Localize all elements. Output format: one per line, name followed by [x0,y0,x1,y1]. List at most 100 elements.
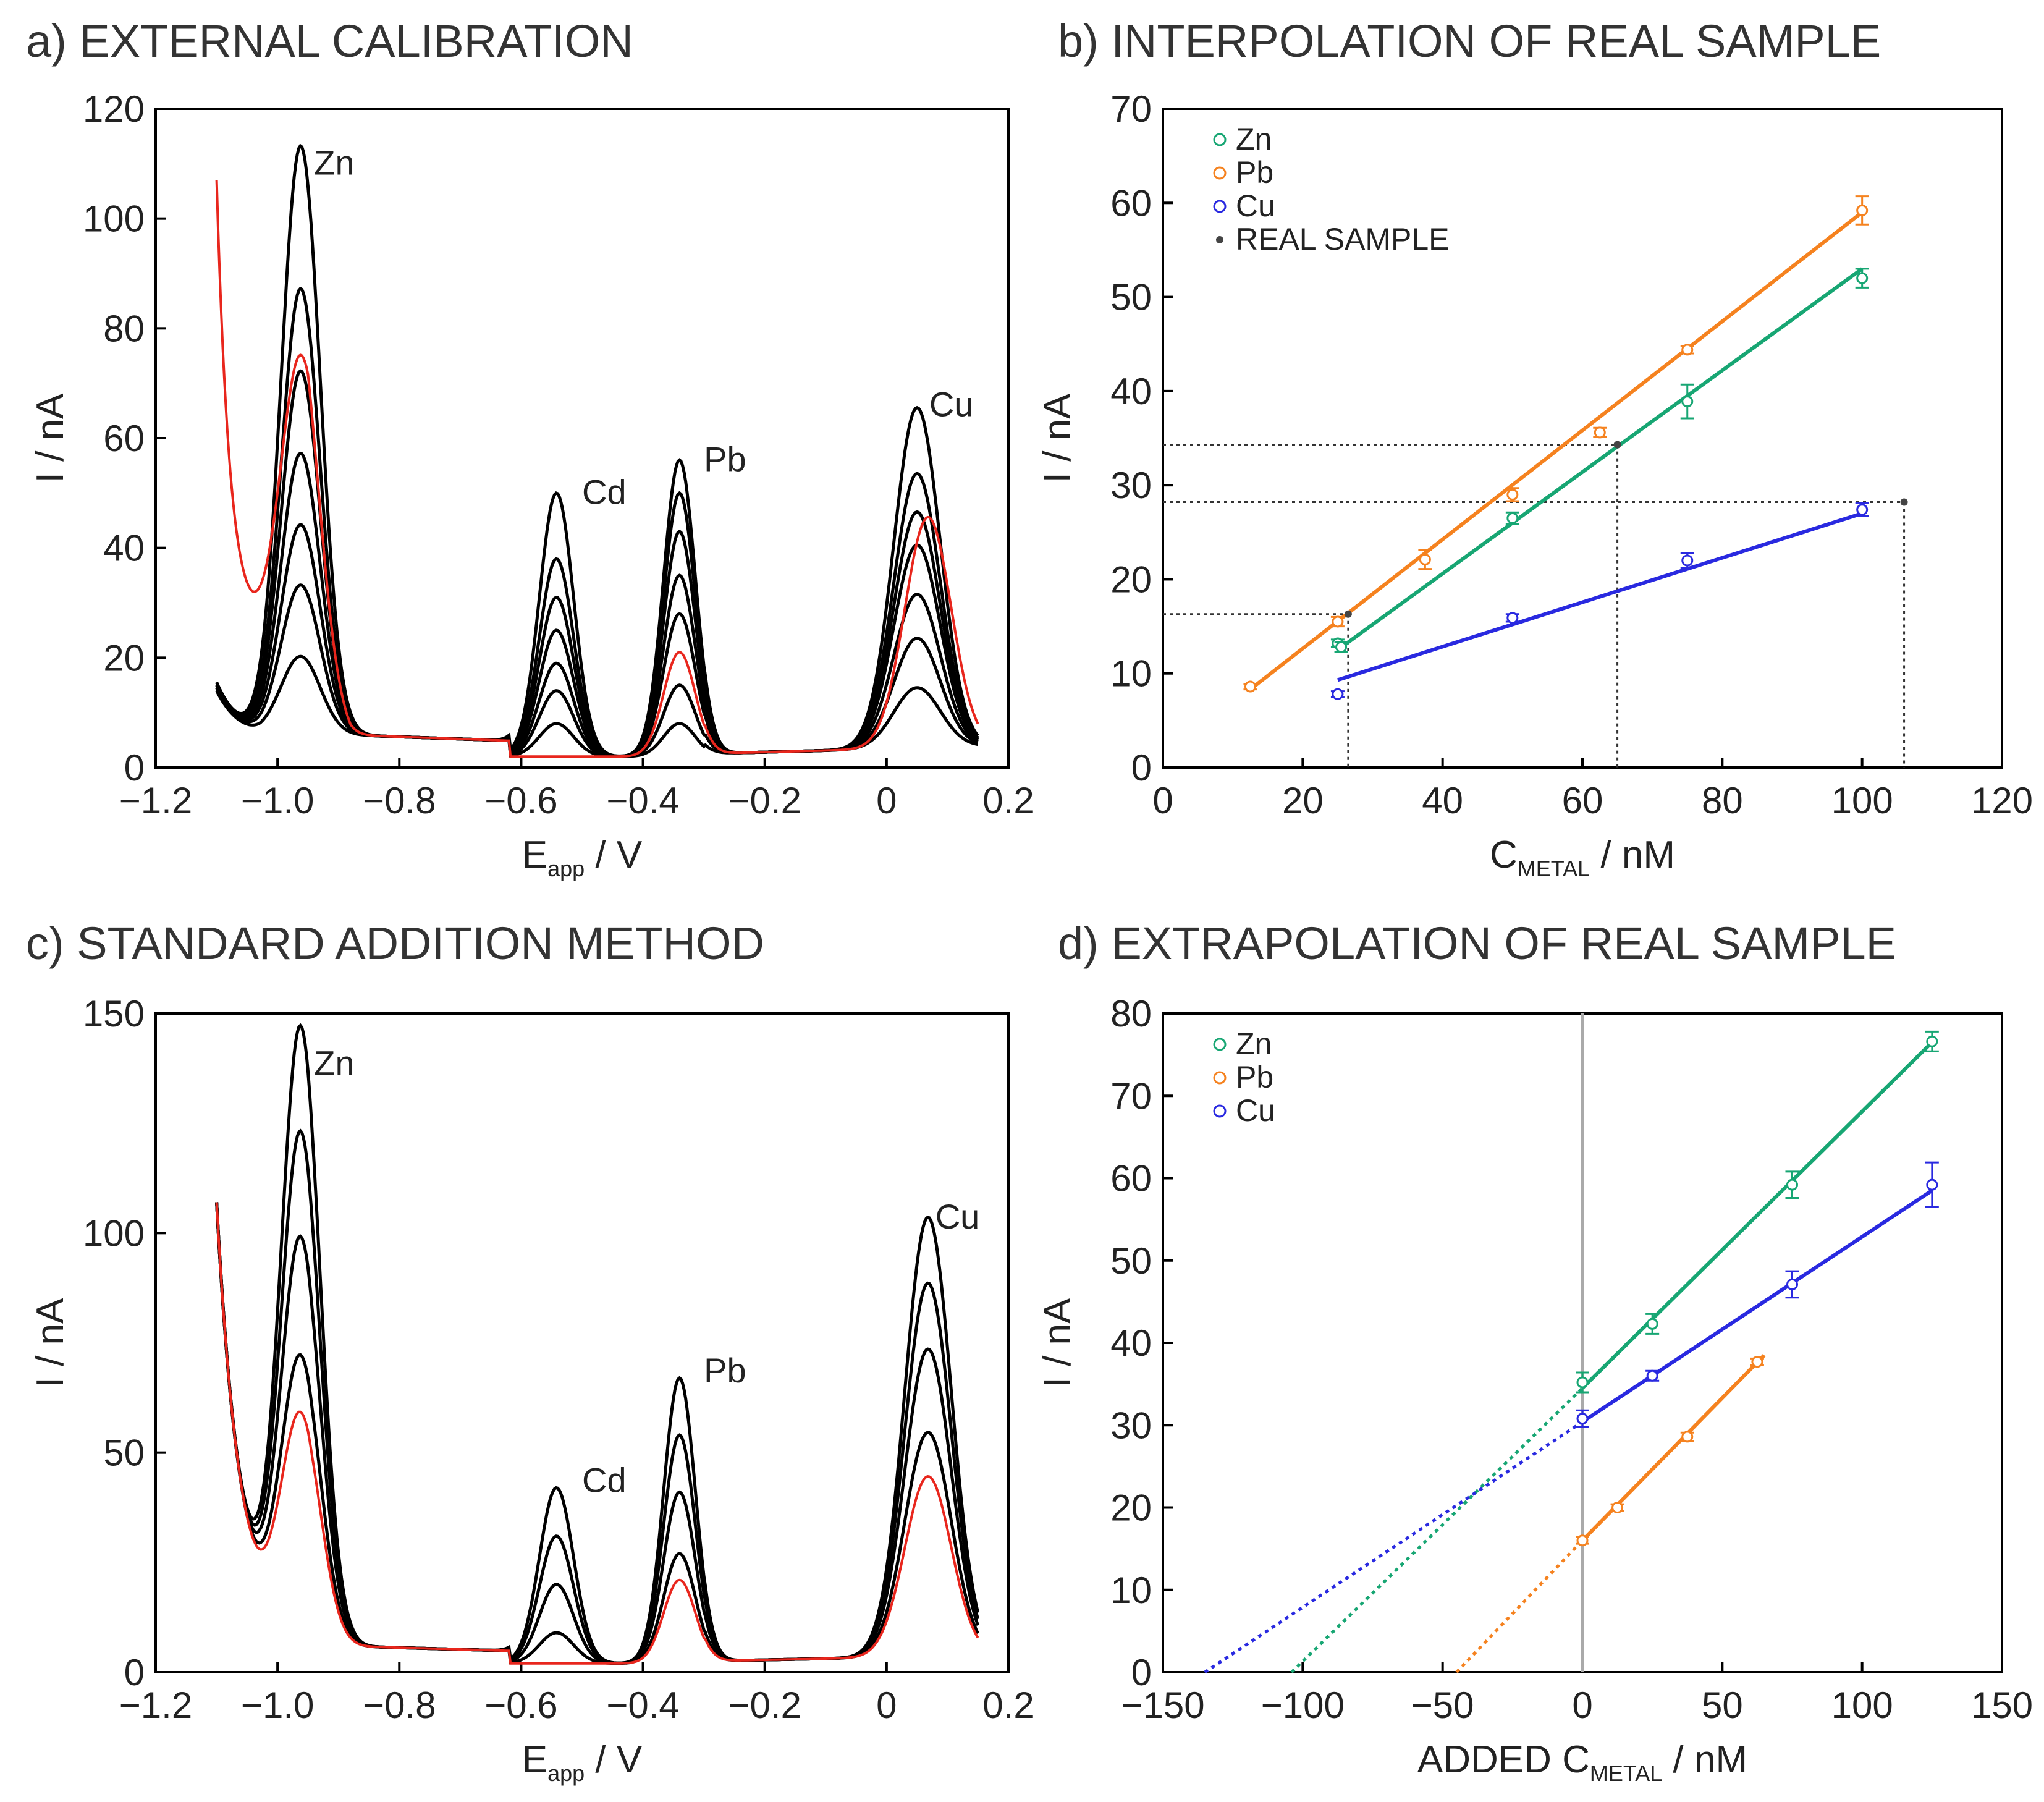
y-tick-label: 10 [1110,653,1152,695]
x-axis-label-unit: / V [585,834,643,876]
x-tick-label: −150 [1121,1685,1204,1726]
zn-point [1681,396,1694,408]
x-axis-label-main: C [1490,834,1518,876]
panel-d-title: d) EXTRAPOLATION OF REAL SAMPLE [1058,918,1896,969]
voltammogram-real-sample [215,180,979,758]
panel-b-title: b) INTERPOLATION OF REAL SAMPLE [1058,15,1881,67]
legend-marker-pb [1213,166,1227,180]
pb-point [1576,1534,1589,1547]
y-tick-label: 80 [1110,993,1152,1034]
x-axis-label-subscript: METAL [1518,856,1590,881]
x-axis-label: ADDED CMETAL / nM [1417,1738,1747,1786]
x-tick-label: 100 [1831,780,1893,821]
zn-point [1926,1035,1938,1047]
y-tick-label: 40 [1110,371,1152,412]
cu-point [1506,612,1519,624]
real-sample-point [1344,610,1352,618]
zn-point [1506,512,1519,524]
zn-fit-line [1581,1041,1933,1390]
cu-fit-line [1581,1188,1933,1424]
pb-point [1244,680,1256,693]
peak-label-cu: Cu [929,384,974,423]
y-tick-label: 0 [1131,1652,1152,1693]
x-tick-label: −0.6 [484,1685,557,1726]
x-axis-label-subscript: app [547,856,585,881]
pb-point [1332,615,1344,628]
cu-point [1681,554,1694,567]
y-tick-label: 60 [1110,182,1152,224]
x-tick-label: −1.0 [241,1685,314,1726]
x-axis-label-main: E [522,834,547,876]
y-axis-label: I / nA [1036,393,1079,483]
x-axis-label-unit: / V [585,1738,643,1781]
cu-point [1786,1278,1798,1290]
x-axis-label-unit: / nM [1590,834,1675,876]
x-tick-label: 50 [1702,1685,1743,1726]
legend-marker-pb [1213,1071,1227,1085]
x-tick-label: −0.6 [484,780,557,821]
x-tick-label: −0.2 [728,1685,801,1726]
legend-label-real-sample: REAL SAMPLE [1236,222,1450,256]
panel-a-plot: −1.2 −1.0 −0.8 −0.6 −0.4 −0.2 0 0.2 0 20 40 60 80 100… [29,88,1034,881]
x-axis-label: CMETAL / nM [1490,834,1675,881]
x-axis-label-subscript: METAL [1590,1761,1662,1786]
y-tick-label: 100 [83,198,145,240]
pb-point [1681,1431,1694,1443]
legend-marker-zn [1213,1038,1227,1051]
peak-label-cd: Cd [582,473,627,512]
y-tick-label: 20 [103,637,145,679]
pb-extrapolation [1455,1539,1584,1673]
x-tick-label: −1.2 [119,780,192,821]
x-tick-label: 0 [876,780,897,821]
y-tick-label: 50 [1110,277,1152,318]
x-tick-label: 20 [1282,780,1324,821]
x-axis-label-main: ADDED C [1417,1738,1590,1781]
pb-fit-line [1249,211,1864,691]
zn-extrapolation [1290,1387,1584,1673]
cu-point [1856,504,1869,516]
y-axis-label: I / nA [29,1298,72,1387]
plot-frame [1162,108,2003,769]
voltammogram-calibration-2 [215,1202,980,1665]
legend-marker-cu [1213,1104,1227,1118]
x-tick-label: −100 [1261,1685,1345,1726]
y-tick-label: 70 [1110,1075,1152,1117]
x-tick-label: 60 [1562,780,1603,821]
cu-point [1646,1369,1658,1382]
legend-label-zn: Zn [1236,122,1272,156]
x-tick-label: 0 [1572,1685,1592,1726]
x-tick-label: 40 [1422,780,1463,821]
peak-label-pb: Pb [704,1351,746,1390]
panel-b-plot: 0 20 40 60 80 100 120 0 10 20 30 40 50 60 70 I / nA CMET… [1036,88,2033,881]
y-tick-label: 40 [103,528,145,569]
legend-label-cu: Cu [1236,188,1275,223]
voltammogram-calibration-7 [215,143,979,758]
x-tick-label: −0.2 [728,780,801,821]
y-tick-label: 150 [83,993,145,1034]
y-tick-label: 70 [1110,88,1152,130]
y-tick-label: 0 [124,747,145,789]
y-axis-label: I / nA [29,393,72,483]
cu-point [1926,1178,1938,1191]
legend-marker-real-sample [1216,236,1223,243]
panel-d-plot: −150 −100 −50 0 50 100 150 0 10 20 30 40 50 60 70 80 I /… [1036,993,2033,1786]
y-tick-label: 30 [1110,465,1152,506]
x-tick-label: 120 [1971,780,2033,821]
cu-point [1332,688,1344,700]
pb-point [1856,204,1869,216]
x-tick-label: 0 [876,1685,897,1726]
y-tick-label: 0 [1131,747,1152,789]
peak-label-zn: Zn [314,143,354,182]
cu-fit-line [1337,511,1863,682]
y-tick-label: 20 [1110,559,1152,600]
cu-point [1576,1413,1589,1425]
x-axis-label-unit: / nM [1662,1738,1747,1781]
zn-fit-line [1337,267,1864,652]
pb-point [1594,426,1606,439]
y-tick-label: 60 [103,418,145,459]
y-tick-label: 120 [83,88,145,130]
y-tick-label: 60 [1110,1158,1152,1199]
legend-label-pb: Pb [1236,155,1273,190]
x-axis-label: Eapp / V [522,1738,643,1786]
